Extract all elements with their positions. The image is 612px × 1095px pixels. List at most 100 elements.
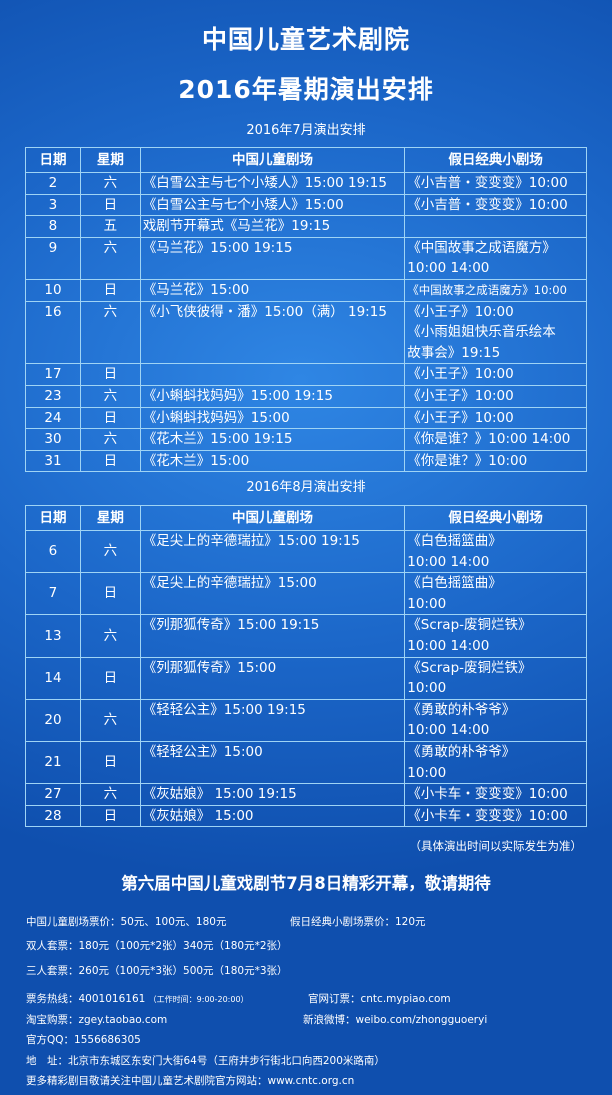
show-line: 《白雪公主与七个小矮人》15:00 — [142, 196, 344, 213]
show-line: 《小蝌蚪找妈妈》15:00 — [142, 409, 290, 426]
date-cell: 31 — [25, 449, 81, 473]
show-line: 《白色摇篮曲》 — [407, 575, 502, 592]
date-cell: 13 — [25, 614, 81, 658]
main-theatre-cell — [139, 363, 406, 386]
holiday-theatre-cell: 《小吉普・变变变》10:00 — [404, 193, 587, 217]
schedule-row: 14 日《列那狐传奇》15:00 《Scrap-废铜烂铁》 10:00 — [25, 656, 587, 700]
col-date: 日期 — [25, 505, 81, 531]
show-line: 《中国故事之成语魔方》10:00 — [407, 282, 567, 297]
official-website[interactable]: 更多精彩剧目敬请关注中国儿童艺术剧院官方网站：www.cntc.org.cn — [26, 1075, 355, 1087]
show-line: 《马兰花》15:00 — [142, 281, 250, 298]
poster-title: 中国儿童艺术剧院 — [201, 25, 410, 54]
weekday-cell: 日 — [79, 193, 141, 217]
main-theatre-cell: 《小蝌蚪找妈妈》15:00 — [139, 406, 406, 430]
main-theatre-cell: 《轻轻公主》15:00 19:15 — [139, 698, 406, 742]
date-cell: 16 — [25, 300, 81, 365]
holiday-theatre-cell: 《中国故事之成语魔方》10:00 — [404, 278, 587, 302]
holiday-theatre-cell: 《中国故事之成语魔方》 10:00 14:00 — [404, 236, 587, 280]
main-theatre-cell: 《花木兰》15:00 — [139, 449, 406, 473]
show-line: 《轻轻公主》15:00 — [142, 743, 263, 760]
show-line: 10:00 14:00 — [407, 722, 490, 739]
sina-weibo[interactable]: 新浪微博：weibo.com/zhongguoeryi — [303, 1014, 488, 1026]
holiday-theatre-cell: 《小王子》10:00 — [404, 406, 587, 430]
july-schedule-table: 日期 星期 中国儿童剧场 假日经典小剧场 2 六《白雪公主与七个小矮人》15:00… — [25, 147, 587, 473]
holiday-theatre-cell: 《小王子》10:00 《小雨姐姐快乐音乐绘本 故事会》19:15 — [404, 300, 587, 365]
main-theatre-cell: 《花木兰》15:00 19:15 — [139, 428, 406, 451]
weekday-cell: 六 — [79, 614, 141, 658]
schedule-row: 13 六《列那狐传奇》15:00 19:15 《Scrap-废铜烂铁》 10:00 1… — [25, 614, 587, 658]
schedule-row: 2 六《白雪公主与七个小矮人》15:00 19:15 《小吉普・变变变》10:00 — [25, 172, 587, 195]
show-line: 《小王子》10:00 — [407, 303, 514, 320]
holiday-theatre-cell: 《Scrap-废铜烂铁》 10:00 — [404, 656, 587, 700]
schedule-row: 23 六《小蝌蚪找妈妈》15:00 19:15 《小王子》10:00 — [25, 384, 587, 408]
august-schedule-table: 日期 星期 中国儿童剧场 假日经典小剧场 6 六《足尖上的辛德瑞拉》15:00 1… — [25, 505, 587, 828]
show-line: 《你是谁？》10:00 14:00 — [407, 431, 571, 448]
main-theatre-cell: 《马兰花》15:00 — [139, 278, 406, 302]
schedule-row: 7 日《足尖上的辛德瑞拉》15:00 《白色摇篮曲》 10:00 — [25, 572, 587, 616]
weekday-cell: 日 — [79, 449, 141, 473]
holiday-theatre-cell: 《小王子》10:00 — [404, 384, 587, 408]
show-line: 《足尖上的辛德瑞拉》15:00 19:15 — [142, 533, 360, 549]
date-cell: 3 — [25, 193, 81, 217]
holiday-theatre-cell: 《小吉普・变变变》10:00 — [404, 172, 587, 195]
weekday-cell: 日 — [79, 804, 141, 828]
schedule-row: 10 日《马兰花》15:00 《中国故事之成语魔方》10:00 — [25, 278, 587, 302]
show-line: 《列那狐传奇》15:00 — [142, 659, 277, 676]
show-line: 《小雨姐姐快乐音乐绘本 — [407, 324, 556, 341]
show-line: 10:00 14:00 — [407, 553, 490, 570]
show-line: 《灰姑娘》 15:00 — [142, 807, 254, 824]
show-line: 《花木兰》15:00 19:15 — [142, 431, 293, 448]
weekday-cell: 日 — [79, 363, 141, 386]
show-line: 《白雪公主与七个小矮人》15:00 19:15 — [142, 175, 387, 191]
main-theatre-cell: 《小飞侠彼得・潘》15:00（满） 19:15 — [139, 300, 406, 365]
date-cell: 9 — [25, 236, 81, 280]
date-cell: 21 — [25, 740, 81, 785]
show-line: 《小吉普・变变变》10:00 — [407, 175, 568, 191]
date-cell: 6 — [25, 529, 81, 574]
official-ticket-site[interactable]: 官网订票：cntc.mypiao.com — [308, 993, 451, 1005]
date-cell: 23 — [25, 384, 81, 408]
price-triple: 三人套票：260元（100元*3张）500元（180元*3张） — [26, 965, 288, 977]
weekday-cell: 六 — [79, 300, 141, 365]
show-line: 《小蝌蚪找妈妈》15:00 19:15 — [142, 387, 333, 404]
july-label: 2016年7月演出安排 — [246, 123, 366, 138]
main-theatre-cell: 《列那狐传奇》15:00 — [139, 656, 406, 700]
show-line: 10:00 — [407, 595, 447, 612]
col-weekday: 星期 — [79, 147, 141, 173]
col-main-theatre: 中国儿童剧场 — [139, 505, 406, 531]
schedule-row: 21 日《轻轻公主》15:00 《勇敢的朴爷爷》 10:00 — [25, 740, 587, 785]
show-line: 10:00 14:00 — [407, 260, 490, 277]
show-line: 《勇敢的朴爷爷》 — [407, 701, 516, 718]
poster-subtitle: 2016年暑期演出安排 — [178, 75, 434, 104]
holiday-theatre-cell: 《小王子》10:00 — [404, 363, 587, 386]
ticket-hotline: 票务热线：4001016161 — [26, 993, 146, 1005]
show-line: 10:00 — [407, 764, 447, 781]
schedule-row: 31 日《花木兰》15:00 《你是谁？》10:00 — [25, 449, 587, 473]
show-line: 故事会》19:15 — [407, 344, 501, 361]
weekday-cell: 六 — [79, 529, 141, 574]
col-holiday-theatre: 假日经典小剧场 — [404, 505, 587, 531]
schedule-row: 16 六《小飞侠彼得・潘》15:00（满） 19:15 《小王子》10:00 《小雨姐… — [25, 300, 587, 365]
weekday-cell: 六 — [79, 428, 141, 451]
holiday-theatre-cell: 《你是谁？》10:00 14:00 — [404, 428, 587, 451]
holiday-theatre-cell: 《小卡车・变变变》10:00 — [404, 804, 587, 828]
col-date: 日期 — [25, 147, 81, 173]
date-cell: 7 — [25, 572, 81, 616]
taobao-store[interactable]: 淘宝购票：zgey.taobao.com — [26, 1014, 168, 1026]
weekday-cell: 六 — [79, 236, 141, 280]
schedule-row: 17 日 《小王子》10:00 — [25, 363, 587, 386]
weekday-cell: 日 — [79, 740, 141, 785]
show-line: 《白色摇篮曲》 — [407, 533, 502, 549]
schedule-row: 30 六《花木兰》15:00 19:15 《你是谁？》10:00 14:00 — [25, 428, 587, 451]
schedule-row: 6 六《足尖上的辛德瑞拉》15:00 19:15 《白色摇篮曲》 10:00 14:0… — [25, 529, 587, 574]
holiday-theatre-cell: 《勇敢的朴爷爷》 10:00 — [404, 740, 587, 785]
weekday-cell: 六 — [79, 783, 141, 806]
schedule-row: 8 五戏剧节开幕式《马兰花》19:15 — [25, 215, 587, 238]
show-line: 《中国故事之成语魔方》 — [407, 239, 556, 256]
august-label: 2016年8月演出安排 — [246, 480, 366, 495]
col-main-theatre: 中国儿童剧场 — [139, 147, 406, 173]
holiday-theatre-cell: 《Scrap-废铜烂铁》 10:00 14:00 — [404, 614, 587, 658]
show-line: 《轻轻公主》15:00 19:15 — [142, 701, 306, 718]
schedule-row: 3 日《白雪公主与七个小矮人》15:00 《小吉普・变变变》10:00 — [25, 193, 587, 217]
show-line: 《小王子》10:00 — [407, 409, 514, 426]
